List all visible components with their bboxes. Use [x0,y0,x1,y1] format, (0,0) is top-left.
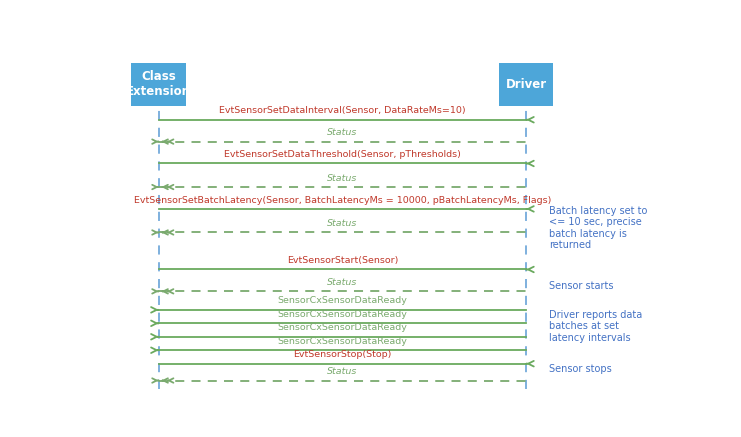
Text: SensorCxSensorDataReady: SensorCxSensorDataReady [277,310,408,319]
Text: Class
Extension: Class Extension [126,70,191,98]
Text: Status: Status [328,219,358,228]
Text: EvtSensorSetDataInterval(Sensor, DataRateMs=10): EvtSensorSetDataInterval(Sensor, DataRat… [219,106,466,115]
Text: Sensor starts: Sensor starts [549,281,614,291]
Text: SensorCxSensorDataReady: SensorCxSensorDataReady [277,337,408,346]
Text: Status: Status [328,278,358,287]
Text: SensorCxSensorDataReady: SensorCxSensorDataReady [277,296,408,305]
Text: Status: Status [328,173,358,183]
FancyBboxPatch shape [499,62,554,106]
Text: EvtSensorStart(Sensor): EvtSensorStart(Sensor) [287,256,398,265]
Text: EvtSensorSetDataThreshold(Sensor, pThresholds): EvtSensorSetDataThreshold(Sensor, pThres… [224,150,461,159]
Text: SensorCxSensorDataReady: SensorCxSensorDataReady [277,323,408,333]
Text: Driver: Driver [505,78,547,91]
Text: Batch latency set to
<= 10 sec, precise
batch latency is
returned: Batch latency set to <= 10 sec, precise … [549,205,648,250]
Text: Status: Status [328,128,358,137]
FancyBboxPatch shape [131,62,186,106]
Text: Driver reports data
batches at set
latency intervals: Driver reports data batches at set laten… [549,310,642,343]
Text: EvtSensorSetBatchLatency(Sensor, BatchLatencyMs = 10000, pBatchLatencyMs, Flags): EvtSensorSetBatchLatency(Sensor, BatchLa… [133,195,551,205]
Text: EvtSensorStop(Stop): EvtSensorStop(Stop) [293,350,392,359]
Text: Status: Status [328,367,358,376]
Text: Sensor stops: Sensor stops [549,364,612,374]
